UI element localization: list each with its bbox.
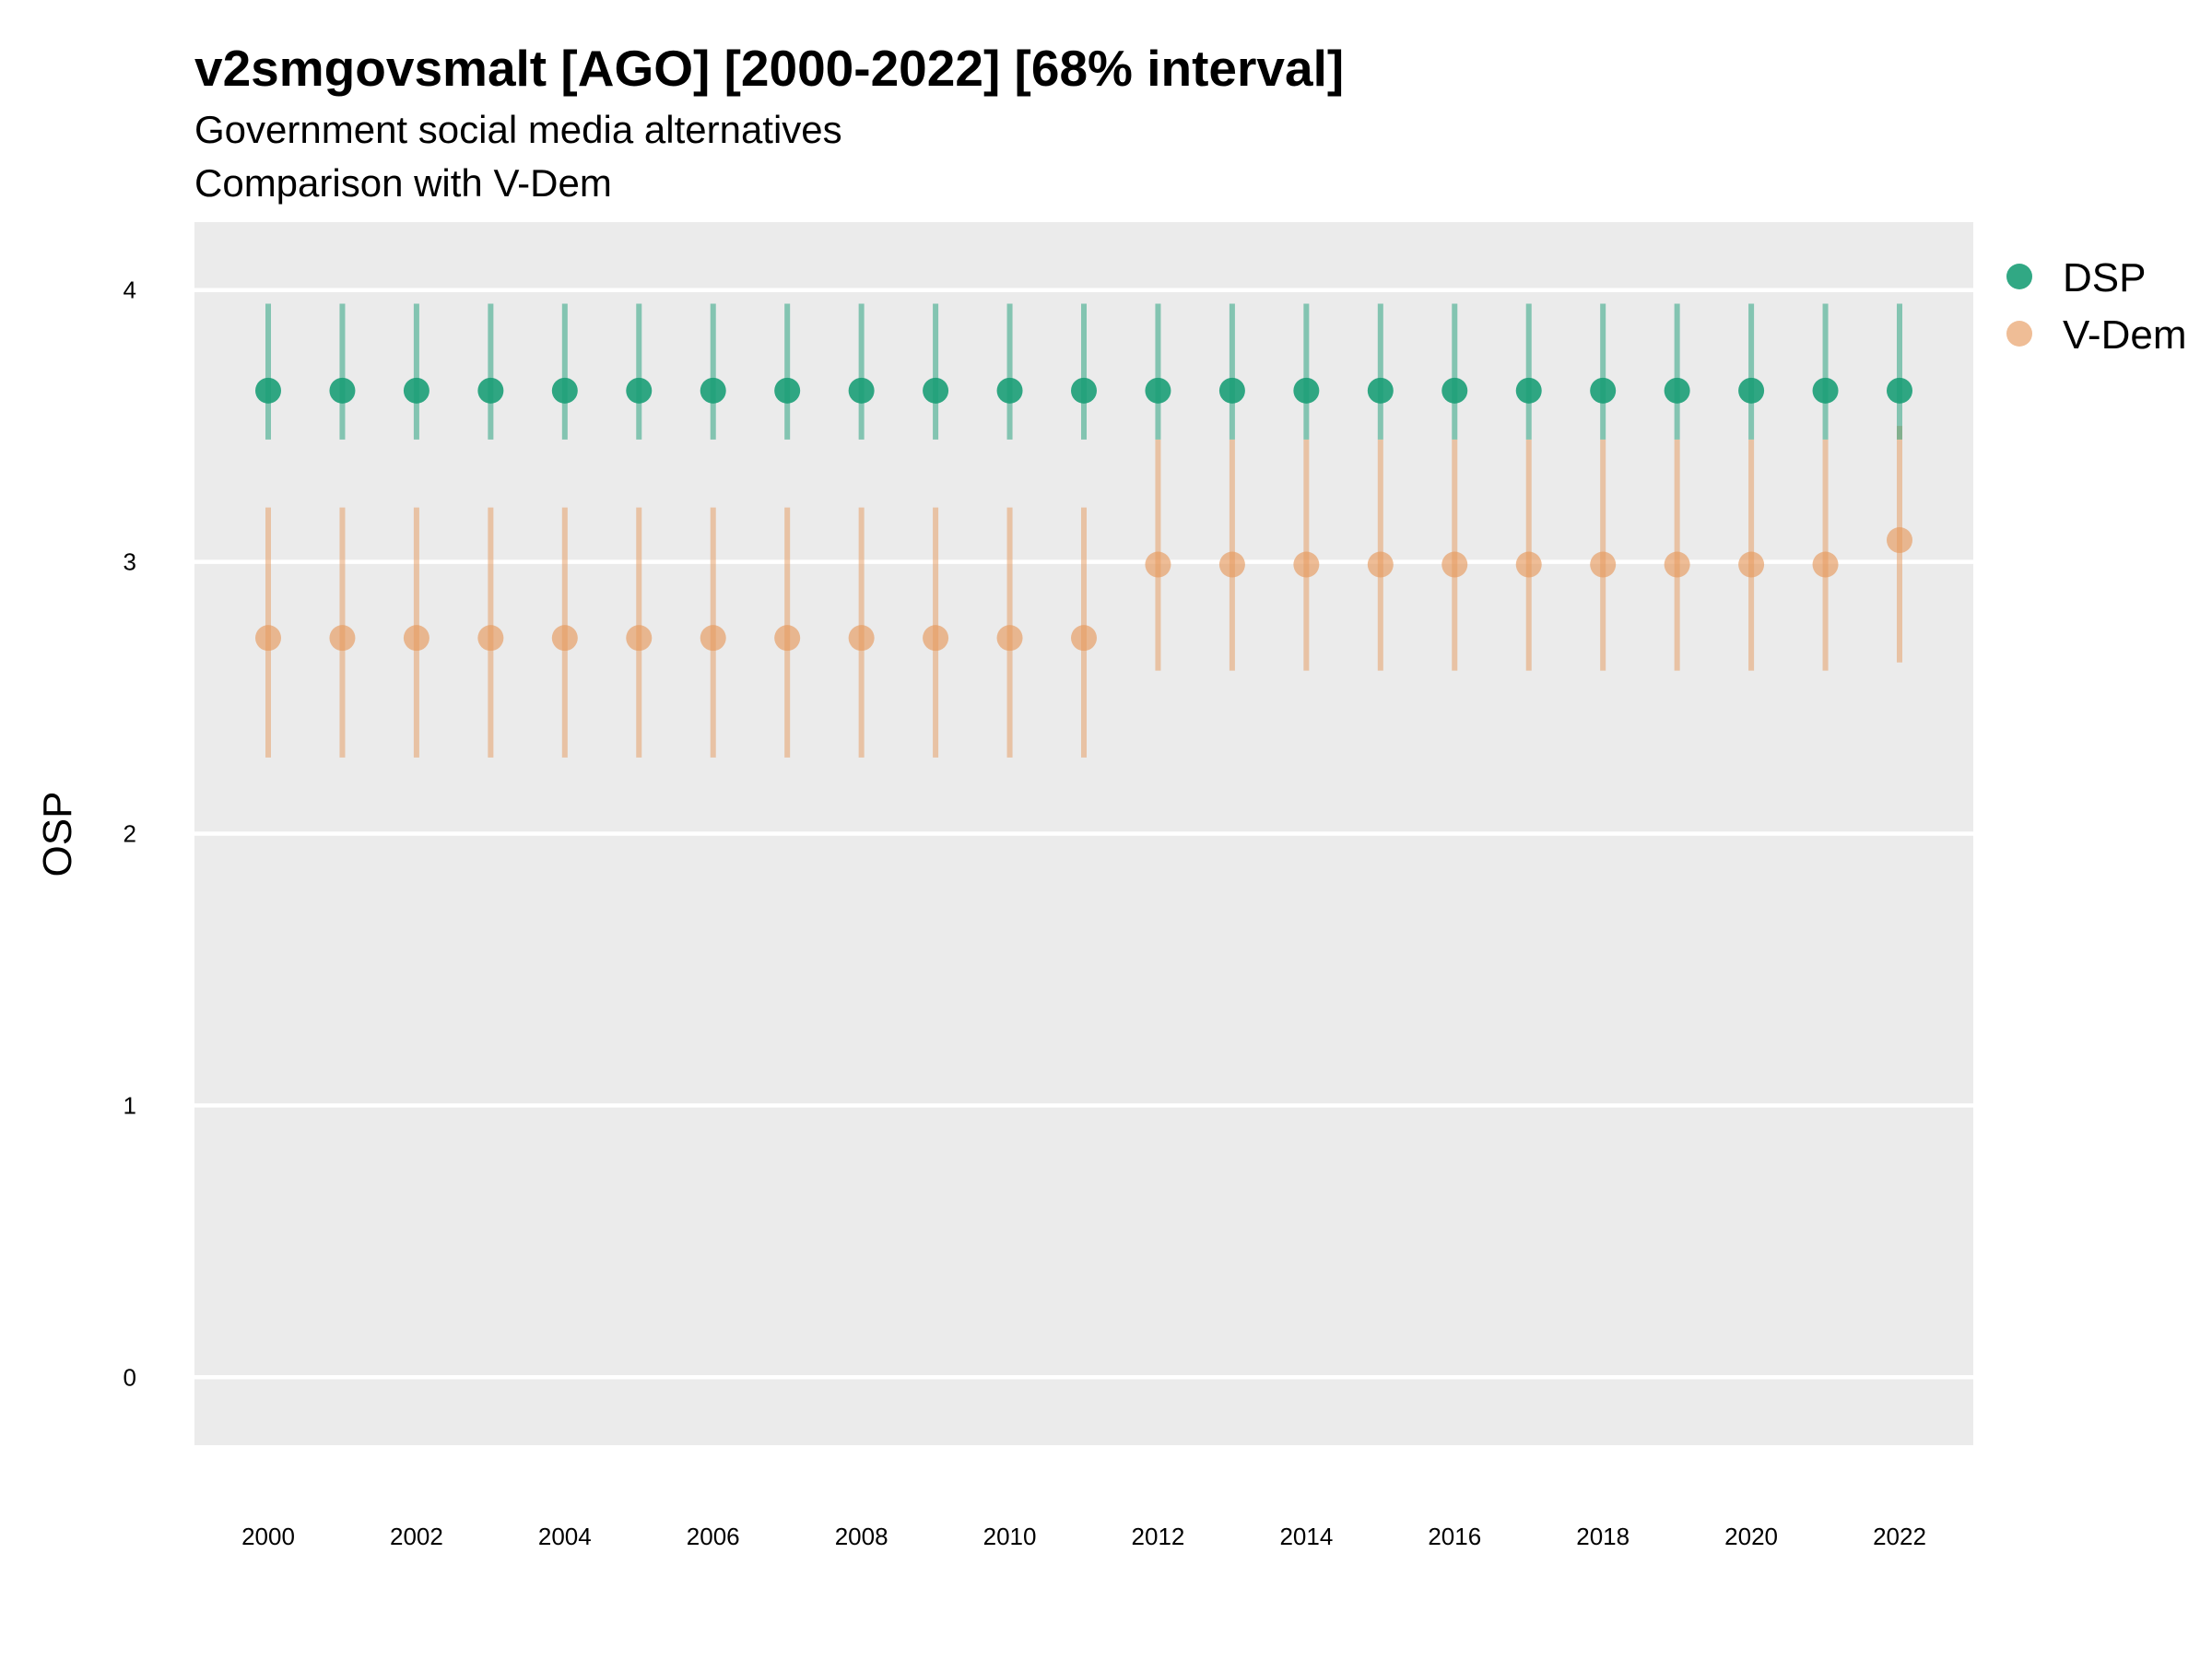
- point-vdem-2002: [403, 625, 429, 652]
- point-vdem-2022: [1887, 527, 1912, 554]
- point-dsp-2003: [477, 377, 504, 404]
- x-tick-label: 2006: [687, 1523, 740, 1550]
- point-vdem-2004: [551, 625, 578, 652]
- point-vdem-2014: [1293, 551, 1320, 578]
- point-dsp-2010: [996, 377, 1023, 404]
- point-vdem-2011: [1071, 625, 1097, 652]
- y-tick-label: 3: [124, 548, 136, 576]
- point-vdem-2015: [1367, 551, 1394, 578]
- point-dsp-2001: [329, 377, 356, 404]
- y-axis-label: OSP: [35, 792, 80, 877]
- point-vdem-2000: [255, 625, 281, 652]
- point-dsp-2012: [1145, 377, 1171, 404]
- data-marks: [255, 303, 1912, 758]
- x-tick-label: 2004: [538, 1523, 592, 1550]
- point-vdem-2010: [996, 625, 1023, 652]
- point-dsp-2020: [1738, 377, 1765, 404]
- point-vdem-2008: [848, 625, 875, 652]
- point-dsp-2000: [255, 377, 281, 404]
- point-vdem-2017: [1515, 551, 1542, 578]
- point-vdem-2009: [923, 625, 949, 652]
- point-dsp-2013: [1218, 377, 1245, 404]
- point-dsp-2017: [1515, 377, 1542, 404]
- point-dsp-2007: [774, 377, 801, 404]
- point-dsp-2006: [700, 377, 726, 404]
- legend-marker-vdem: [2006, 321, 2032, 347]
- point-dsp-2016: [1441, 377, 1468, 404]
- point-dsp-2008: [848, 377, 875, 404]
- legend: DSP V-Dem: [2006, 255, 2186, 358]
- chart-title: v2smgovsmalt [AGO] [2000-2022] [68% inte…: [194, 40, 1344, 97]
- x-tick-label: 2008: [835, 1523, 888, 1550]
- point-vdem-2007: [774, 625, 801, 652]
- legend-label-vdem: V-Dem: [2063, 312, 2186, 358]
- point-vdem-2020: [1738, 551, 1765, 578]
- point-dsp-2004: [551, 377, 578, 404]
- point-dsp-2014: [1293, 377, 1320, 404]
- x-tick-label: 2018: [1576, 1523, 1630, 1550]
- legend-label-dsp: DSP: [2063, 255, 2146, 300]
- point-vdem-2018: [1590, 551, 1617, 578]
- y-tick-label: 2: [124, 820, 136, 848]
- point-dsp-2021: [1812, 377, 1839, 404]
- point-vdem-2019: [1664, 551, 1690, 578]
- x-tick-label: 2014: [1279, 1523, 1333, 1550]
- y-tick-label: 1: [124, 1091, 136, 1119]
- chart-subtitle-comparison: Comparison with V-Dem: [194, 161, 612, 205]
- point-dsp-2022: [1887, 377, 1912, 404]
- legend-marker-dsp: [2006, 264, 2032, 289]
- point-vdem-2013: [1218, 551, 1245, 578]
- point-vdem-2021: [1812, 551, 1839, 578]
- x-tick-label: 2016: [1428, 1523, 1481, 1550]
- x-tick-label: 2010: [983, 1523, 1037, 1550]
- point-vdem-2003: [477, 625, 504, 652]
- x-tick-label: 2020: [1724, 1523, 1778, 1550]
- point-vdem-2012: [1145, 551, 1171, 578]
- point-vdem-2006: [700, 625, 726, 652]
- point-dsp-2015: [1367, 377, 1394, 404]
- y-axis-ticks: 0 1 2 3 4: [124, 276, 136, 1392]
- x-tick-label: 2012: [1132, 1523, 1185, 1550]
- point-dsp-2002: [403, 377, 429, 404]
- point-vdem-2016: [1441, 551, 1468, 578]
- point-vdem-2001: [329, 625, 356, 652]
- point-dsp-2018: [1590, 377, 1617, 404]
- point-dsp-2009: [923, 377, 949, 404]
- x-tick-label: 2002: [390, 1523, 443, 1550]
- x-tick-label: 2000: [241, 1523, 295, 1550]
- point-dsp-2019: [1664, 377, 1690, 404]
- x-axis-ticks: 2000 2002 2004 2006 2008 2010 2012 2014 2016 2018…: [241, 1523, 1926, 1550]
- point-dsp-2005: [626, 377, 653, 404]
- y-tick-label: 0: [124, 1363, 136, 1391]
- y-tick-label: 4: [124, 276, 136, 304]
- chart-subtitle: Government social media alternatives: [194, 108, 842, 151]
- point-dsp-2011: [1071, 377, 1097, 404]
- point-vdem-2005: [626, 625, 653, 652]
- x-tick-label: 2022: [1873, 1523, 1926, 1550]
